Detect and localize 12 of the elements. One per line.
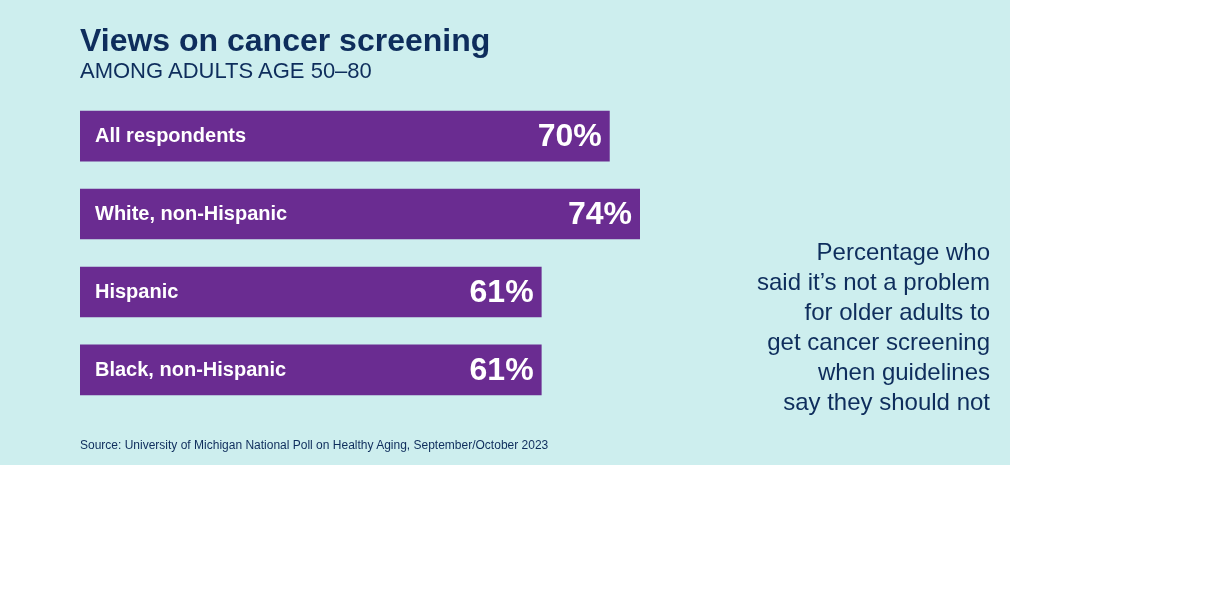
text: Percentage who said it’s not a problem for older adults to get cancer screening when guidelines say they should not: [756, 238, 991, 415]
data-label: 74%: [567, 195, 632, 232]
y-tick-label: Black, non-Hispanic: [95, 357, 287, 380]
data-label: 61%: [469, 350, 534, 387]
y-tick-label: Hispanic: [95, 279, 179, 302]
y-tick-label: White, non-Hispanic: [95, 202, 288, 225]
y-tick-label: All respondents: [95, 124, 247, 147]
chart-subtitle: AMONG ADULTS AGE 50–80: [80, 58, 372, 83]
chart-title: Views on cancer screening: [80, 22, 491, 58]
source-note: Source: University of Michigan National Poll on Healthy Aging, September/October 2023: [80, 438, 549, 452]
data-label: 61%: [469, 272, 534, 309]
data-label: 70%: [537, 117, 602, 154]
